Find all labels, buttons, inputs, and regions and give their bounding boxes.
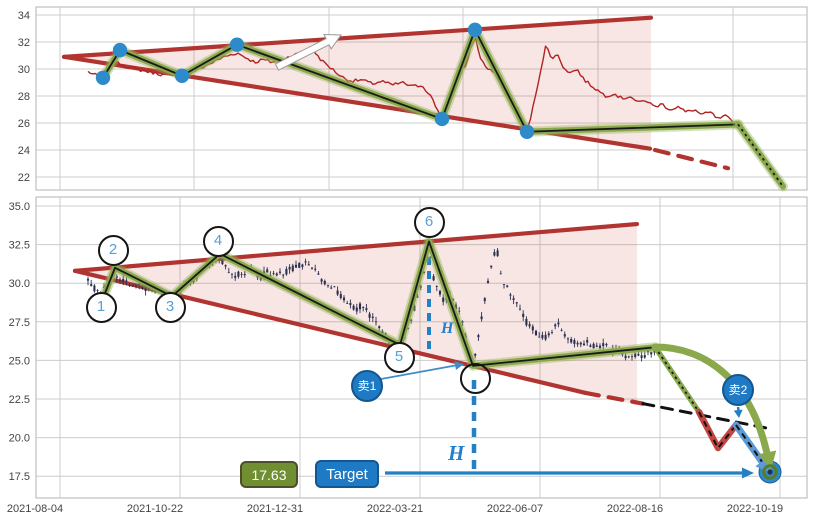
x-tick-label: 2022-06-07 [487,503,543,515]
bottom-y-axis-labels: 35.0 32.5 30.0 27.5 25.0 22.5 20.0 17.5 [9,201,30,483]
pivot-circle-3: 3 [154,291,186,323]
measured-price-box: 17.63 [240,461,298,488]
top-y-tick: 34 [18,10,30,22]
pivot-dot [434,111,450,127]
x-tick-label: 2021-10-22 [127,503,183,515]
bottom-y-tick: 30.0 [9,278,30,290]
sell-2-label: 卖2 [728,383,748,397]
height-label-lower: H [448,441,465,465]
pivot-circle-6: 6 [413,206,445,238]
projection-paths [651,343,782,484]
sell-2-badge: 卖2 [722,374,754,406]
top-zigzag [98,24,743,137]
bottom-y-tick: 22.5 [9,394,30,406]
pivot-circle-3-label: 3 [165,297,175,315]
pivot-dot [174,68,190,83]
sell-1-label: 卖1 [357,379,377,393]
pivot-circle-5: 5 [383,341,415,373]
sell-pointer-arrows [380,361,743,418]
bottom-y-tick: 25.0 [9,355,30,367]
top-y-axis-labels: 34 32 30 28 26 24 22 [18,10,30,184]
bottom-y-tick: 32.5 [9,240,30,252]
height-label-upper: H [441,320,454,337]
target-box: Target [315,460,379,488]
sell-1-badge: 卖1 [351,370,383,402]
height-measure-lines [427,243,477,470]
x-tick-label: 2022-08-16 [607,503,663,515]
pivot-circle-4-label: 4 [213,231,223,249]
pivot-circle-1: 1 [85,291,117,323]
top-y-tick: 28 [18,91,30,103]
bottom-panel-frame [35,196,808,499]
pivot-dot [519,124,535,139]
top-y-tick: 32 [18,37,30,49]
pivot-circle-1-label: 1 [96,297,106,315]
pivot-circle-2: 2 [97,234,129,266]
pivot-circle-2-label: 2 [108,240,118,258]
pivot-dot [467,22,483,38]
x-tick-label: 2022-10-19 [727,503,783,515]
top-panel-frame [35,6,808,191]
bottom-y-tick: 27.5 [9,317,30,329]
breakdown-circle [459,362,491,394]
top-y-tick: 24 [18,145,30,157]
pivot-circle-4: 4 [202,225,234,257]
target-box-label: Target [326,466,368,483]
top-y-tick: 26 [18,118,30,130]
bottom-y-tick: 17.5 [9,471,30,483]
top-broadening-wedge [61,15,731,171]
x-tick-label: 2021-08-04 [7,503,63,515]
top-zigzag-projection [733,119,788,192]
white-breakout-arrow [274,34,342,71]
top-y-tick: 22 [18,172,30,184]
measured-price-value: 17.63 [251,467,287,483]
top-y-tick: 30 [18,64,30,76]
pivot-dot [95,70,111,85]
pivot-circle-5-label: 5 [394,347,404,365]
bottom-y-tick: 35.0 [9,201,30,213]
target-arrow [385,467,754,479]
pivot-circle-6-label: 6 [424,212,434,230]
bottom-zigzag [100,236,660,371]
top-pivot-dots [95,22,535,139]
x-axis-labels: 2021-08-04 2021-10-22 2021-12-31 2022-03-21… [7,503,783,515]
pivot-dot [112,42,128,58]
x-tick-label: 2021-12-31 [247,503,303,515]
bottom-y-tick: 20.0 [9,433,30,445]
x-tick-label: 2022-03-21 [367,503,423,515]
pivot-dot [229,37,245,52]
